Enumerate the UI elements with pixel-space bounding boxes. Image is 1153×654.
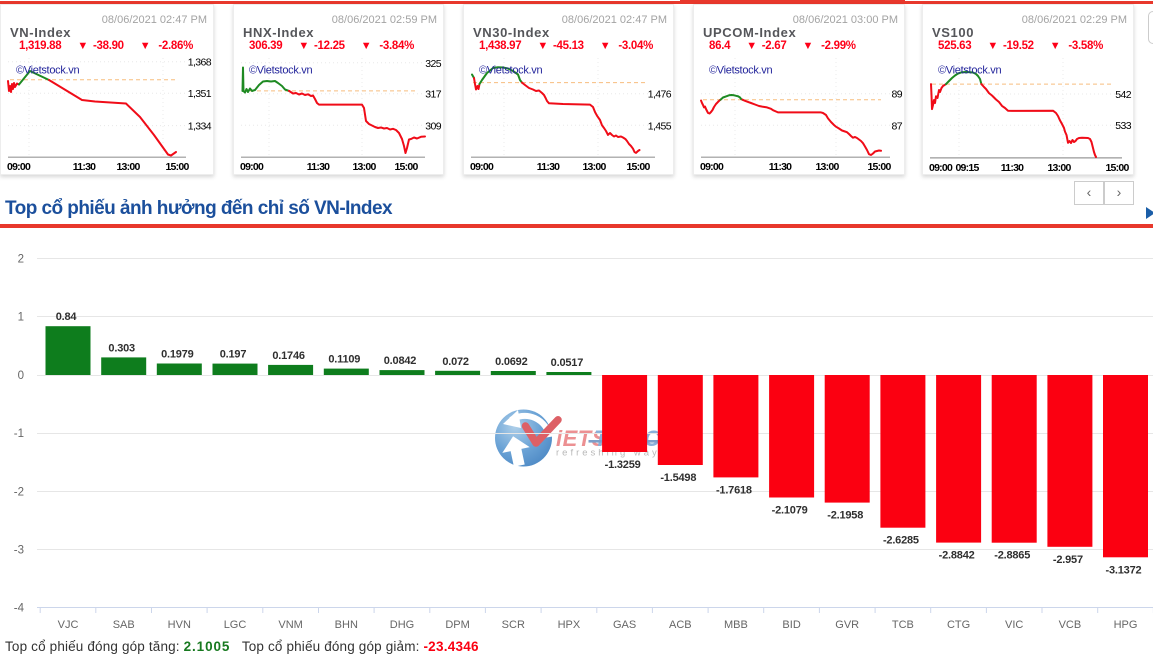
svg-text:CTG: CTG [947, 619, 970, 631]
svg-text:-1.3259: -1.3259 [605, 459, 641, 471]
svg-text:325: 325 [425, 58, 441, 70]
svg-text:15:00: 15:00 [165, 161, 189, 173]
svg-text:0.072: 0.072 [442, 356, 469, 368]
svg-text:1,476: 1,476 [648, 89, 672, 101]
svg-text:-4: -4 [14, 603, 25, 615]
svg-text:-2.6285: -2.6285 [883, 535, 919, 547]
svg-text:©Vietstock.vn: ©Vietstock.vn [479, 65, 542, 77]
svg-text:09:15: 09:15 [955, 162, 979, 174]
svg-text:0.84: 0.84 [56, 311, 78, 323]
svg-text:-2.1958: -2.1958 [827, 510, 863, 522]
svg-text:15:00: 15:00 [1105, 162, 1129, 174]
svg-text:13:00: 13:00 [815, 161, 839, 173]
svg-text:15:00: 15:00 [394, 161, 418, 173]
svg-text:0.303: 0.303 [108, 342, 135, 354]
svg-text:-2.8865: -2.8865 [994, 550, 1030, 562]
svg-text:VJC: VJC [58, 619, 79, 631]
svg-text:GAS: GAS [613, 619, 636, 631]
svg-text:-2.957: -2.957 [1053, 554, 1083, 566]
svg-text:13:00: 13:00 [1047, 162, 1071, 174]
svg-text:DHG: DHG [390, 619, 414, 631]
svg-text:11:30: 11:30 [1001, 162, 1024, 174]
svg-text:0.1979: 0.1979 [161, 349, 194, 361]
svg-text:0.0842: 0.0842 [384, 355, 417, 367]
svg-text:09:00: 09:00 [470, 161, 494, 173]
svg-text:C: C [644, 426, 661, 451]
svg-text:0.1746: 0.1746 [272, 350, 305, 362]
svg-text:HPX: HPX [558, 619, 581, 631]
svg-text:VCB: VCB [1059, 619, 1082, 631]
svg-text:11:30: 11:30 [769, 161, 792, 173]
svg-text:©Vietstock.vn: ©Vietstock.vn [709, 65, 772, 77]
svg-text:LGC: LGC [224, 619, 247, 631]
svg-text:09:00: 09:00 [240, 161, 264, 173]
svg-text:13:00: 13:00 [116, 161, 140, 173]
svg-text:VNM: VNM [278, 619, 302, 631]
svg-text:11:30: 11:30 [307, 161, 330, 173]
svg-text:15:00: 15:00 [867, 161, 891, 173]
svg-text:09:00: 09:00 [929, 162, 953, 174]
svg-text:11:30: 11:30 [537, 161, 560, 173]
svg-text:MBB: MBB [724, 619, 748, 631]
svg-text:11:30: 11:30 [73, 161, 96, 173]
svg-text:87: 87 [892, 120, 903, 132]
svg-text:HVN: HVN [168, 619, 191, 631]
svg-text:13:00: 13:00 [582, 161, 606, 173]
svg-text:533: 533 [1115, 120, 1131, 132]
svg-text:1,368: 1,368 [188, 57, 212, 69]
svg-text:GVR: GVR [835, 619, 859, 631]
svg-text:BHN: BHN [335, 619, 358, 631]
svg-text:15:00: 15:00 [626, 161, 650, 173]
svg-text:DPM: DPM [445, 619, 469, 631]
svg-text:0.0517: 0.0517 [551, 357, 584, 369]
svg-text:iETS: iETS [556, 426, 607, 451]
svg-text:-1.5498: -1.5498 [660, 472, 696, 484]
svg-text:BID: BID [782, 619, 800, 631]
svg-text:89: 89 [892, 89, 903, 101]
svg-text:-1: -1 [14, 428, 24, 440]
svg-text:-2: -2 [14, 487, 24, 499]
svg-text:©Vietstock.vn: ©Vietstock.vn [938, 65, 1001, 77]
svg-text:1,351: 1,351 [188, 88, 212, 100]
svg-text:09:00: 09:00 [7, 161, 31, 173]
svg-text:-3.1372: -3.1372 [1106, 564, 1142, 576]
svg-text:SAB: SAB [113, 619, 135, 631]
svg-text:309: 309 [425, 120, 441, 132]
svg-text:©Vietstock.vn: ©Vietstock.vn [249, 65, 312, 77]
svg-text:VIC: VIC [1005, 619, 1023, 631]
svg-text:2: 2 [18, 254, 24, 266]
svg-text:0.0692: 0.0692 [495, 356, 528, 368]
svg-text:-2.8842: -2.8842 [939, 550, 975, 562]
svg-text:SCR: SCR [502, 619, 525, 631]
svg-text:0.197: 0.197 [220, 349, 247, 361]
svg-text:09:00: 09:00 [700, 161, 724, 173]
svg-text:-2.1079: -2.1079 [772, 505, 808, 517]
svg-text:TCB: TCB [892, 619, 914, 631]
svg-text:-1.7618: -1.7618 [716, 484, 752, 496]
svg-text:HPG: HPG [1114, 619, 1138, 631]
svg-text:ACB: ACB [669, 619, 692, 631]
svg-text:1: 1 [18, 312, 24, 324]
svg-text:refreshing way: refreshing way [556, 448, 660, 459]
svg-text:-3: -3 [14, 545, 24, 557]
svg-text:1,334: 1,334 [188, 121, 212, 133]
svg-text:1,455: 1,455 [648, 120, 672, 132]
svg-text:317: 317 [425, 89, 441, 101]
svg-text:0.1109: 0.1109 [328, 354, 360, 366]
svg-text:13:00: 13:00 [352, 161, 376, 173]
svg-text:0: 0 [18, 370, 24, 382]
svg-text:542: 542 [1115, 89, 1131, 101]
svg-text:©Vietstock.vn: ©Vietstock.vn [16, 65, 79, 77]
